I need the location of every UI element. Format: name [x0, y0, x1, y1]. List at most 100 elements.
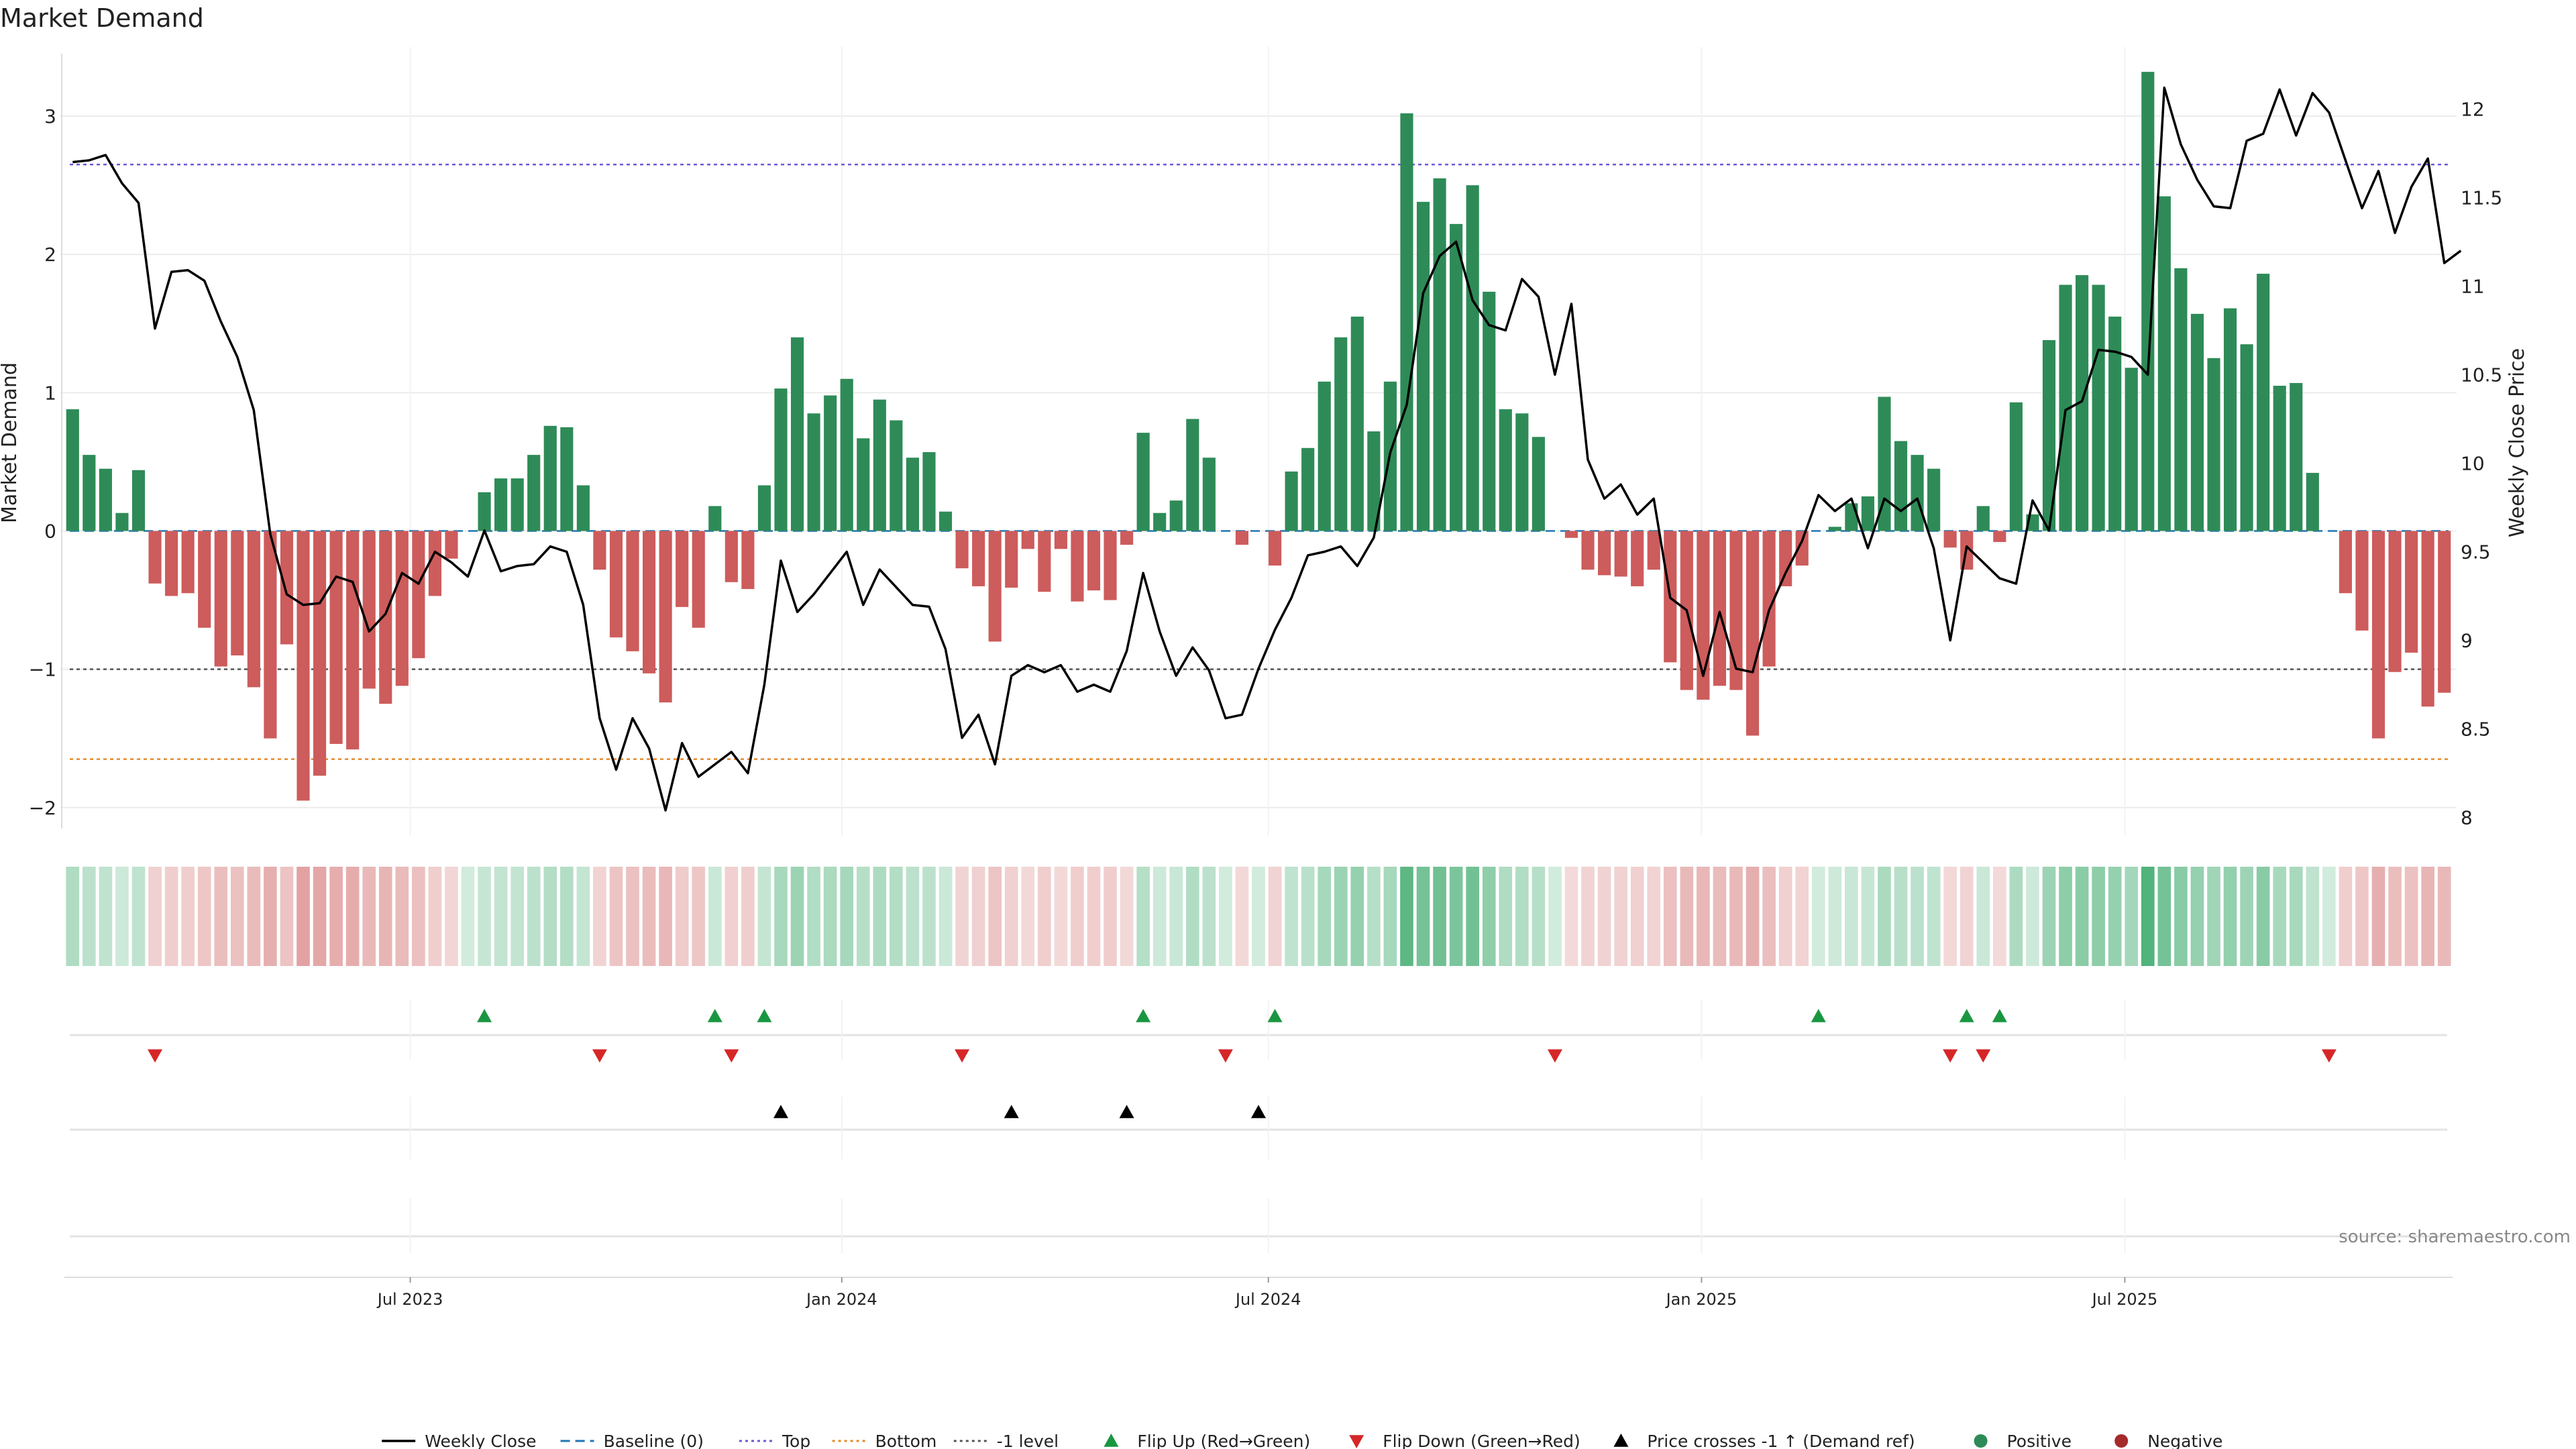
legend-swatch-triangle-up — [1613, 1434, 1629, 1447]
legend: Weekly Close Baseline (0) Top Bottom -1 leve… — [382, 1432, 2222, 1449]
heat-strip-cell — [1268, 867, 1282, 966]
flip-up-marker — [477, 1009, 492, 1022]
negative-demand-bar — [659, 531, 672, 703]
positive-demand-bar — [757, 485, 771, 531]
heat-strip-cell — [609, 867, 623, 966]
heat-strip-cell — [1466, 867, 1479, 966]
heat-strip-cell — [724, 867, 739, 966]
heat-strip-cell — [1202, 867, 1216, 966]
heat-strip-cell — [2322, 867, 2336, 966]
heat-strip-cell — [1878, 867, 1891, 966]
positive-demand-bar — [1894, 441, 1908, 531]
negative-demand-bar — [362, 531, 376, 689]
signal-panels — [70, 1000, 2447, 1253]
heat-strip-cell — [1811, 867, 1825, 966]
heat-strip-cell — [1828, 867, 1842, 966]
heat-strip-cell — [1943, 867, 1957, 966]
heat-strip-cell — [2421, 867, 2434, 966]
heat-strip-cell — [131, 867, 146, 966]
price-cross-marker — [1251, 1105, 1266, 1118]
heat-strip-cell — [708, 867, 722, 966]
negative-demand-bar — [1120, 531, 1134, 545]
negative-demand-bar — [1697, 531, 1710, 700]
heat-strip-cell — [1762, 867, 1776, 966]
heat-strip-cell — [1136, 867, 1150, 966]
negative-demand-bar — [626, 531, 639, 651]
positive-demand-bar — [511, 478, 524, 531]
flip-down-marker — [148, 1049, 163, 1063]
heat-strip-cell — [2141, 867, 2155, 966]
heat-strip-cell — [2273, 867, 2287, 966]
heat-strip-cell — [1038, 867, 1051, 966]
heat-strip-cell — [280, 867, 294, 966]
heat-strip-cell — [1911, 867, 1924, 966]
negative-demand-bar — [955, 531, 969, 569]
heat-strip-cell — [297, 867, 310, 966]
positive-demand-bar — [774, 388, 788, 531]
flip-up-marker — [757, 1009, 772, 1022]
negative-demand-bar — [1021, 531, 1034, 549]
heat-strip-cell — [2223, 867, 2237, 966]
demand-bars — [66, 72, 2451, 801]
positive-demand-bar — [66, 409, 79, 531]
heat-strip-cell — [1564, 867, 1578, 966]
heat-strip-cell — [2289, 867, 2303, 966]
heat-strip-cell — [1861, 867, 1875, 966]
flip-down-marker — [1547, 1049, 1562, 1063]
heat-strip-cell — [362, 867, 376, 966]
heat-strip-cell — [2092, 867, 2105, 966]
heat-strip-cell — [313, 867, 327, 966]
negative-demand-bar — [1631, 531, 1644, 586]
heat-strip-cell — [1367, 867, 1381, 966]
y-tick-label-right: 8.5 — [2461, 718, 2491, 741]
heat-strip-cell — [2026, 867, 2039, 966]
heat-strip-cell — [181, 867, 195, 966]
heat-strip-cell — [1021, 867, 1035, 966]
negative-demand-bar — [1087, 531, 1101, 591]
positive-demand-bar — [1136, 433, 1150, 531]
heat-strip-cell — [395, 867, 409, 966]
legend-swatch-circle — [2114, 1434, 2129, 1448]
heat-strip-cell — [642, 867, 656, 966]
negative-demand-bar — [609, 531, 623, 638]
positive-demand-bar — [1400, 113, 1413, 531]
negative-demand-bar — [148, 531, 162, 584]
chart-title: Market Demand — [0, 3, 204, 33]
negative-demand-bar — [1614, 531, 1627, 577]
heat-strip-cell — [2059, 867, 2072, 966]
negative-demand-bar — [297, 531, 310, 801]
heat-strip-cell — [856, 867, 870, 966]
legend-label: Baseline (0) — [604, 1432, 704, 1449]
legend-item: Baseline (0) — [560, 1432, 704, 1449]
heat-strip-cell — [428, 867, 442, 966]
heat-strip-cell — [1004, 867, 1018, 966]
heat-strip-cell — [1449, 867, 1463, 966]
negative-demand-bar — [988, 531, 1002, 642]
heat-strip-cell — [345, 867, 360, 966]
heat-strip-cell — [214, 867, 228, 966]
positive-demand-bar — [1878, 396, 1891, 531]
price-line — [72, 86, 2462, 812]
heat-strip-cell — [1120, 867, 1134, 966]
positive-demand-bar — [2273, 386, 2286, 531]
negative-demand-bar — [2438, 531, 2451, 693]
legend-label: Weekly Close — [425, 1432, 536, 1449]
heat-strip-cell — [1301, 867, 1315, 966]
positive-demand-bar — [2042, 340, 2056, 531]
price-cross-marker — [1004, 1105, 1019, 1118]
heat-strip-cell — [790, 867, 804, 966]
flip-down-marker — [1976, 1049, 1991, 1063]
heat-strip-cell — [1350, 867, 1364, 966]
positive-demand-bar — [938, 511, 953, 531]
negative-demand-bar — [1038, 531, 1051, 592]
heat-strip-cell — [1845, 867, 1858, 966]
legend-item: -1 level — [953, 1432, 1059, 1449]
heat-strip-cell — [1416, 867, 1430, 966]
flip-down-marker — [2321, 1049, 2337, 1063]
negative-demand-bar — [214, 531, 227, 667]
heat-strip-cell — [922, 867, 936, 966]
negative-demand-bar — [1071, 531, 1084, 602]
positive-demand-bar — [1301, 447, 1315, 531]
y-tick-label-right: 8 — [2461, 807, 2473, 829]
heat-strip-cell — [1697, 867, 1710, 966]
